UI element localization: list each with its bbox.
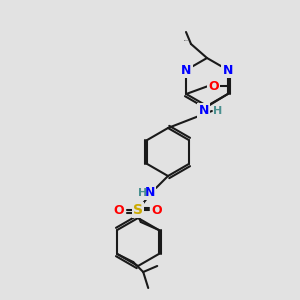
Text: O: O [208,80,218,92]
Text: H: H [138,188,147,198]
Text: N: N [223,64,233,76]
Text: H: H [213,106,222,116]
Text: S: S [133,203,143,217]
Text: methyl: methyl [184,40,189,41]
Text: N: N [145,185,155,199]
Text: N: N [199,104,209,118]
Text: O: O [114,203,124,217]
Text: N: N [181,64,191,76]
Text: O: O [152,203,162,217]
